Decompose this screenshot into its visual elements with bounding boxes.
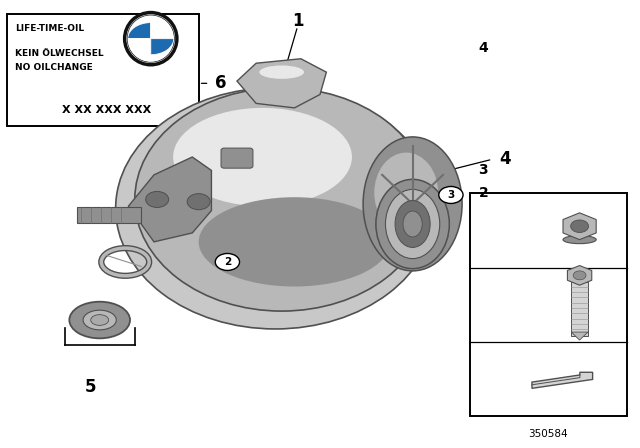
Text: 6: 6 [215,74,227,92]
Ellipse shape [91,314,109,325]
Ellipse shape [376,179,449,269]
Polygon shape [572,332,588,340]
Ellipse shape [135,88,429,311]
Circle shape [573,271,586,280]
Ellipse shape [124,12,177,65]
Ellipse shape [374,152,438,233]
Ellipse shape [385,190,440,258]
Wedge shape [151,39,173,55]
Circle shape [571,220,589,233]
Text: X XX XXX XXX: X XX XXX XXX [62,104,151,115]
Ellipse shape [126,14,175,63]
Circle shape [439,186,463,203]
Text: 2: 2 [224,257,231,267]
Wedge shape [128,22,151,39]
FancyBboxPatch shape [572,282,588,336]
Text: 2: 2 [478,186,488,200]
Text: LIFE-TIME-OIL: LIFE-TIME-OIL [15,24,84,33]
Ellipse shape [198,197,390,287]
Text: 4: 4 [478,41,488,55]
Text: 350584: 350584 [529,430,568,439]
Circle shape [187,194,210,210]
FancyBboxPatch shape [77,207,141,223]
Ellipse shape [173,108,352,206]
Ellipse shape [363,137,462,271]
Text: 4: 4 [499,150,511,168]
Ellipse shape [259,65,304,79]
Text: 3: 3 [447,190,454,200]
Wedge shape [151,22,173,39]
Ellipse shape [116,88,435,329]
Text: 3: 3 [478,164,488,177]
Polygon shape [532,372,593,388]
FancyBboxPatch shape [221,148,253,168]
Ellipse shape [69,302,130,338]
Ellipse shape [83,310,116,330]
FancyBboxPatch shape [7,14,198,126]
Wedge shape [128,39,151,55]
Text: NO OILCHANGE: NO OILCHANGE [15,63,93,72]
Ellipse shape [403,211,422,237]
Ellipse shape [563,236,596,244]
Text: 5: 5 [84,378,96,396]
Text: KEIN ÖLWECHSEL: KEIN ÖLWECHSEL [15,49,104,58]
Ellipse shape [395,201,430,247]
FancyBboxPatch shape [470,193,627,416]
Polygon shape [129,157,211,242]
Circle shape [215,254,239,271]
Polygon shape [237,59,326,108]
Circle shape [146,191,169,207]
Text: 1: 1 [292,12,303,30]
